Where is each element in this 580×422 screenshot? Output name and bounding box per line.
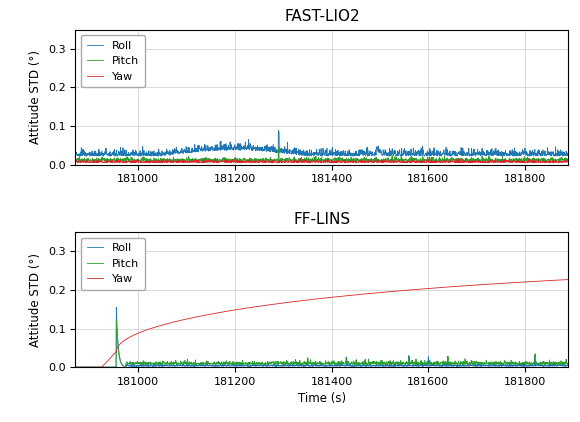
- Roll: [550, 361, 557, 366]
- Line: Pitch: Pitch: [75, 147, 568, 161]
- Pitch: [550, 361, 557, 366]
- Pitch: [299, 158, 306, 163]
- Yaw: [72, 365, 79, 370]
- Yaw: [97, 365, 104, 370]
- Yaw: [299, 298, 306, 303]
- Yaw: [550, 278, 557, 283]
- Yaw: [461, 159, 467, 164]
- Title: FAST-LIO2: FAST-LIO2: [284, 9, 360, 24]
- Roll: [148, 154, 155, 159]
- Yaw: [551, 158, 558, 163]
- Roll: [72, 152, 79, 157]
- Yaw: [565, 160, 572, 165]
- Roll: [72, 365, 79, 370]
- Pitch: [97, 158, 104, 163]
- Y-axis label: Attitude STD (°): Attitude STD (°): [30, 253, 42, 346]
- Yaw: [365, 160, 372, 165]
- Yaw: [299, 160, 306, 165]
- Yaw: [551, 159, 558, 164]
- Roll: [97, 153, 104, 158]
- Roll: [275, 128, 282, 133]
- Pitch: [97, 365, 104, 370]
- Roll: [461, 364, 467, 369]
- Pitch: [276, 144, 282, 149]
- Roll: [565, 363, 572, 368]
- Yaw: [312, 159, 319, 164]
- Roll: [97, 365, 104, 370]
- Title: FF-LINS: FF-LINS: [293, 212, 350, 227]
- X-axis label: Time (s): Time (s): [298, 392, 346, 406]
- Legend: Roll, Pitch, Yaw: Roll, Pitch, Yaw: [81, 35, 145, 87]
- Pitch: [72, 158, 79, 163]
- Line: Roll: Roll: [75, 307, 568, 367]
- Pitch: [565, 156, 572, 161]
- Roll: [551, 153, 558, 158]
- Roll: [312, 151, 319, 156]
- Yaw: [550, 278, 557, 283]
- Pitch: [551, 360, 558, 365]
- Y-axis label: Attitude STD (°): Attitude STD (°): [30, 50, 42, 144]
- Yaw: [311, 297, 318, 302]
- Legend: Roll, Pitch, Yaw: Roll, Pitch, Yaw: [81, 238, 145, 290]
- Roll: [299, 363, 306, 368]
- Roll: [113, 305, 120, 310]
- Pitch: [72, 365, 79, 370]
- Pitch: [551, 158, 558, 163]
- Pitch: [312, 158, 319, 163]
- Roll: [312, 363, 319, 368]
- Pitch: [299, 362, 306, 367]
- Roll: [461, 150, 467, 155]
- Roll: [551, 364, 558, 369]
- Pitch: [551, 157, 558, 162]
- Pitch: [312, 359, 319, 364]
- Pitch: [113, 318, 120, 323]
- Line: Pitch: Pitch: [75, 321, 568, 367]
- Roll: [299, 151, 306, 157]
- Pitch: [461, 158, 467, 163]
- Yaw: [72, 160, 79, 165]
- Pitch: [565, 360, 572, 365]
- Yaw: [97, 159, 104, 164]
- Line: Roll: Roll: [75, 130, 568, 156]
- Yaw: [297, 156, 304, 161]
- Line: Yaw: Yaw: [75, 279, 568, 367]
- Pitch: [461, 360, 467, 365]
- Yaw: [565, 277, 572, 282]
- Line: Yaw: Yaw: [75, 158, 568, 162]
- Pitch: [404, 159, 411, 164]
- Roll: [565, 152, 572, 157]
- Yaw: [460, 283, 467, 288]
- Roll: [551, 154, 558, 159]
